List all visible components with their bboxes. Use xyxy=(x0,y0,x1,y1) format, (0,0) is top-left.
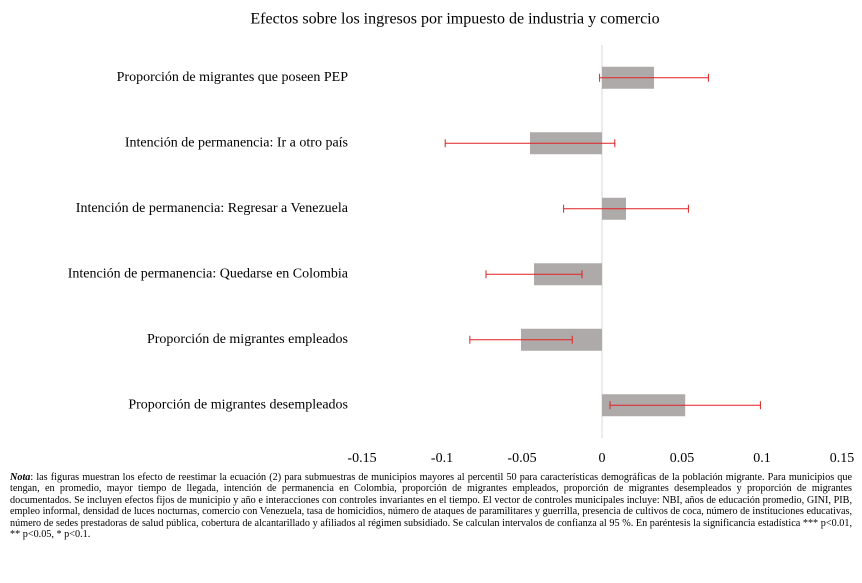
y-tick-label: Intención de permanencia: Ir a otro país xyxy=(125,135,348,150)
note-text: : las figuras muestran los efecto de ree… xyxy=(10,472,852,541)
y-tick-label: Proporción de migrantes desempleados xyxy=(128,397,348,412)
x-tick-label: 0.15 xyxy=(830,451,855,466)
x-tick-label: -0.05 xyxy=(507,451,536,466)
x-tick-label: 0.05 xyxy=(670,451,695,466)
y-tick-label: Intención de permanencia: Quedarse en Co… xyxy=(68,266,349,281)
y-tick-label: Intención de permanencia: Regresar a Ven… xyxy=(76,201,349,216)
x-tick-label: 0.1 xyxy=(753,451,771,466)
error-bar xyxy=(469,335,573,344)
error-bar xyxy=(444,139,616,148)
x-tick-label: -0.1 xyxy=(431,451,453,466)
note: Nota: las figuras muestran los efecto de… xyxy=(10,472,852,540)
y-tick-label: Proporción de migrantes que poseen PEP xyxy=(117,70,349,85)
error-bar xyxy=(485,270,583,279)
chart-title: Efectos sobre los ingresos por impuesto … xyxy=(250,11,659,28)
chart: Efectos sobre los ingresos por impuesto … xyxy=(68,11,855,467)
x-tick-label: -0.15 xyxy=(347,451,376,466)
y-tick-label: Proporción de migrantes empleados xyxy=(147,332,348,347)
note-label: Nota xyxy=(10,472,31,483)
error-bar xyxy=(563,204,689,213)
error-bar xyxy=(599,73,709,82)
error-bar xyxy=(609,401,761,410)
x-tick-label: 0 xyxy=(599,451,606,466)
